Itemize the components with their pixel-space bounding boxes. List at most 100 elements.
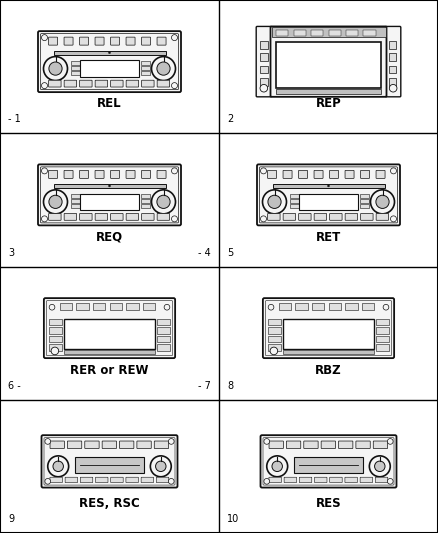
- FancyBboxPatch shape: [141, 477, 154, 482]
- Circle shape: [157, 195, 170, 208]
- Bar: [375, 344, 389, 351]
- Circle shape: [172, 35, 177, 41]
- Circle shape: [164, 304, 170, 310]
- FancyBboxPatch shape: [256, 27, 272, 97]
- FancyBboxPatch shape: [329, 171, 339, 179]
- Circle shape: [369, 456, 390, 477]
- Circle shape: [152, 190, 176, 214]
- FancyBboxPatch shape: [64, 171, 73, 179]
- Bar: [49, 344, 63, 351]
- FancyBboxPatch shape: [126, 477, 138, 482]
- FancyBboxPatch shape: [49, 37, 57, 45]
- Text: RES: RES: [316, 497, 341, 510]
- Bar: [268, 344, 282, 351]
- Circle shape: [260, 84, 268, 92]
- Bar: [346, 30, 358, 36]
- FancyBboxPatch shape: [376, 214, 389, 220]
- FancyBboxPatch shape: [64, 80, 77, 87]
- Circle shape: [172, 216, 177, 222]
- FancyBboxPatch shape: [42, 435, 177, 488]
- Text: RES, RSC: RES, RSC: [79, 497, 140, 510]
- FancyBboxPatch shape: [268, 214, 280, 220]
- FancyBboxPatch shape: [321, 441, 336, 448]
- Bar: [141, 199, 150, 203]
- Bar: [49, 336, 63, 342]
- FancyBboxPatch shape: [111, 477, 123, 482]
- Text: REQ: REQ: [96, 231, 123, 244]
- FancyBboxPatch shape: [49, 80, 61, 87]
- Bar: [283, 350, 374, 354]
- FancyBboxPatch shape: [156, 477, 169, 482]
- Circle shape: [391, 168, 396, 174]
- FancyBboxPatch shape: [80, 214, 92, 220]
- Bar: [276, 89, 381, 94]
- FancyBboxPatch shape: [269, 441, 283, 448]
- Bar: [362, 303, 374, 310]
- FancyBboxPatch shape: [65, 477, 78, 482]
- Bar: [279, 303, 291, 310]
- FancyBboxPatch shape: [345, 171, 354, 179]
- FancyBboxPatch shape: [314, 477, 327, 482]
- Bar: [389, 41, 396, 49]
- Bar: [141, 66, 150, 70]
- Circle shape: [264, 439, 270, 445]
- FancyBboxPatch shape: [299, 171, 307, 179]
- Bar: [360, 204, 369, 208]
- Bar: [375, 327, 389, 334]
- Circle shape: [374, 461, 385, 472]
- FancyBboxPatch shape: [263, 298, 394, 358]
- Bar: [71, 204, 80, 208]
- Bar: [360, 199, 369, 203]
- FancyBboxPatch shape: [95, 80, 108, 87]
- FancyBboxPatch shape: [126, 37, 135, 45]
- Bar: [71, 66, 80, 70]
- FancyBboxPatch shape: [111, 80, 123, 87]
- Circle shape: [168, 439, 174, 445]
- Text: 10: 10: [227, 514, 239, 524]
- FancyBboxPatch shape: [304, 441, 318, 448]
- Circle shape: [371, 190, 395, 214]
- Circle shape: [49, 304, 55, 310]
- Text: REL: REL: [97, 98, 122, 110]
- Bar: [345, 303, 357, 310]
- FancyBboxPatch shape: [126, 214, 138, 220]
- Circle shape: [45, 479, 51, 484]
- FancyBboxPatch shape: [360, 171, 370, 179]
- Circle shape: [383, 304, 389, 310]
- FancyBboxPatch shape: [157, 37, 166, 45]
- FancyBboxPatch shape: [269, 477, 281, 482]
- Bar: [141, 61, 150, 64]
- Circle shape: [42, 35, 47, 41]
- Bar: [276, 42, 381, 88]
- Bar: [268, 336, 282, 342]
- Bar: [143, 303, 155, 310]
- Circle shape: [376, 195, 389, 208]
- FancyBboxPatch shape: [126, 171, 135, 179]
- FancyBboxPatch shape: [141, 171, 151, 179]
- Bar: [360, 195, 369, 198]
- Circle shape: [389, 84, 397, 92]
- Bar: [389, 66, 396, 73]
- Text: REP: REP: [316, 98, 341, 110]
- FancyBboxPatch shape: [49, 214, 61, 220]
- Bar: [53, 51, 166, 55]
- Circle shape: [268, 304, 274, 310]
- FancyBboxPatch shape: [299, 214, 311, 220]
- FancyBboxPatch shape: [261, 435, 396, 488]
- FancyBboxPatch shape: [314, 214, 327, 220]
- FancyBboxPatch shape: [376, 171, 385, 179]
- FancyBboxPatch shape: [50, 441, 64, 448]
- Circle shape: [391, 216, 396, 222]
- Bar: [272, 27, 385, 37]
- Bar: [375, 336, 389, 342]
- Text: 5: 5: [227, 247, 233, 257]
- FancyBboxPatch shape: [38, 31, 181, 92]
- FancyBboxPatch shape: [330, 214, 342, 220]
- Circle shape: [270, 347, 278, 355]
- FancyBboxPatch shape: [356, 441, 370, 448]
- Circle shape: [42, 83, 47, 88]
- Circle shape: [51, 347, 59, 355]
- FancyBboxPatch shape: [157, 171, 166, 179]
- FancyBboxPatch shape: [38, 164, 181, 225]
- Text: - 1: - 1: [8, 114, 21, 124]
